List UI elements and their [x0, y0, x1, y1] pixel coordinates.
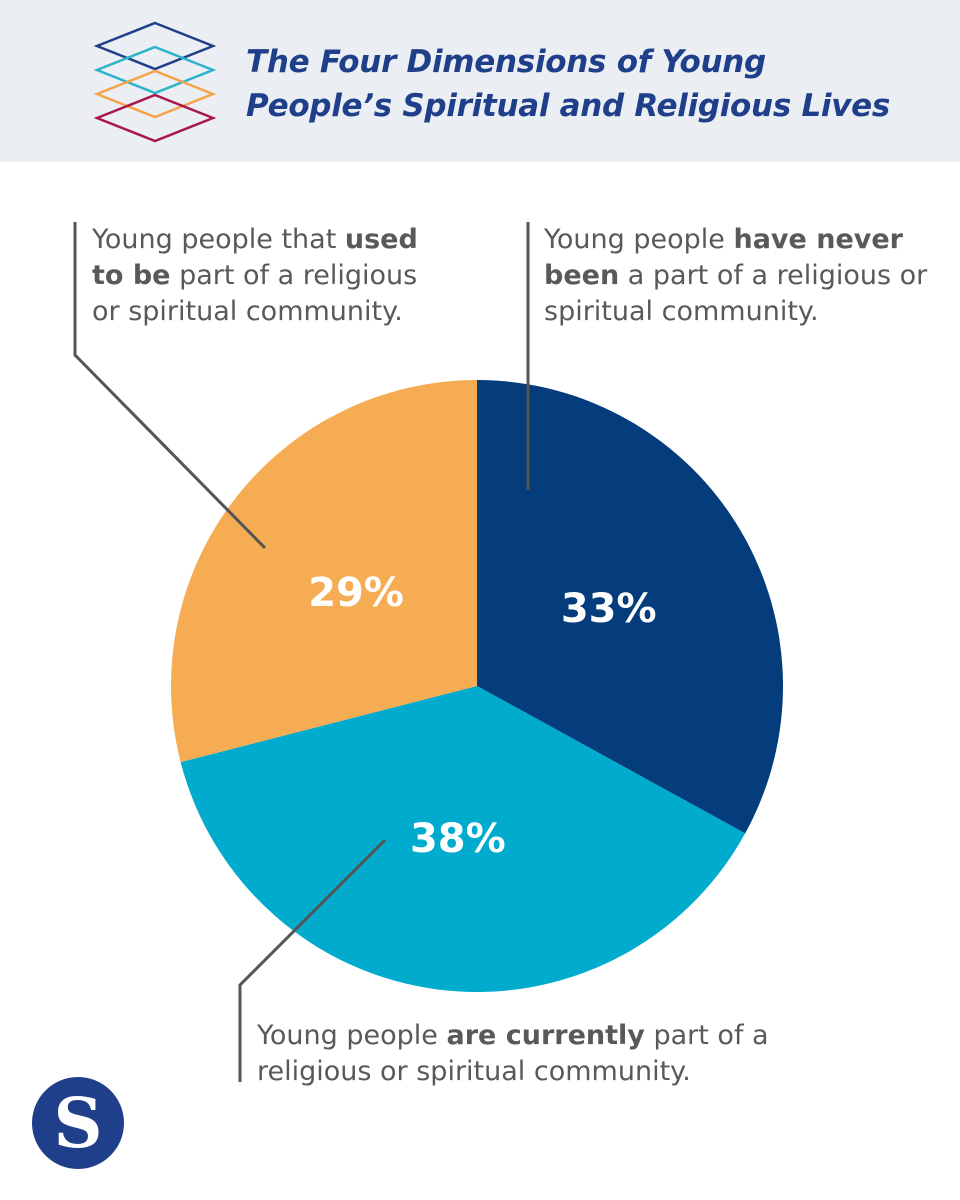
diamond-layer-1 — [93, 21, 217, 71]
callout-currently-bold: are currently — [446, 1020, 645, 1051]
diamond-layer-4 — [93, 93, 217, 143]
brand-logo-circle — [32, 1077, 124, 1169]
brand-logo-letter: S — [53, 1084, 102, 1164]
brand-s-logo: S — [32, 1077, 124, 1169]
leader-line-used-to-be — [73, 222, 267, 550]
callout-used-to-be-suffix: part of a religious or spiritual communi… — [92, 260, 418, 327]
callout-never: Young people have never been a part of a… — [544, 222, 944, 330]
page-title-line-2: People’s Spiritual and Religious Lives — [246, 88, 891, 124]
pie-slice-currently — [180, 686, 746, 992]
pie-slice-used_to_be — [171, 380, 477, 763]
callout-currently: Young people are currently part of a rel… — [257, 1018, 857, 1090]
leader-line-currently — [238, 838, 387, 1082]
diamond-layer-2 — [93, 45, 217, 95]
callout-never-prefix: Young people — [544, 224, 734, 255]
slice-label-never: 33% — [561, 586, 657, 632]
callout-currently-suffix: part of a religious or spiritual communi… — [257, 1020, 769, 1087]
callout-used-to-be: Young people that used to be part of a r… — [92, 222, 452, 330]
callout-used-to-be-prefix: Young people that — [92, 224, 345, 255]
header-banner: The Four Dimensions of Young People’s Sp… — [0, 0, 960, 162]
callout-never-bold: have never been — [544, 224, 903, 291]
slice-label-used_to_be: 29% — [308, 570, 404, 616]
stacked-diamonds-icon — [93, 21, 217, 143]
page-title-line-1: The Four Dimensions of Young — [246, 44, 766, 80]
diamond-layer-3 — [93, 69, 217, 119]
page-title: The Four Dimensions of Young People’s Sp… — [246, 40, 890, 128]
callout-currently-prefix: Young people — [257, 1020, 447, 1051]
pie-slice-never — [477, 380, 783, 834]
slice-label-currently: 38% — [410, 816, 506, 862]
callout-never-suffix: a part of a religious or spiritual commu… — [544, 260, 928, 327]
callout-used-to-be-bold: used to be — [92, 224, 418, 291]
